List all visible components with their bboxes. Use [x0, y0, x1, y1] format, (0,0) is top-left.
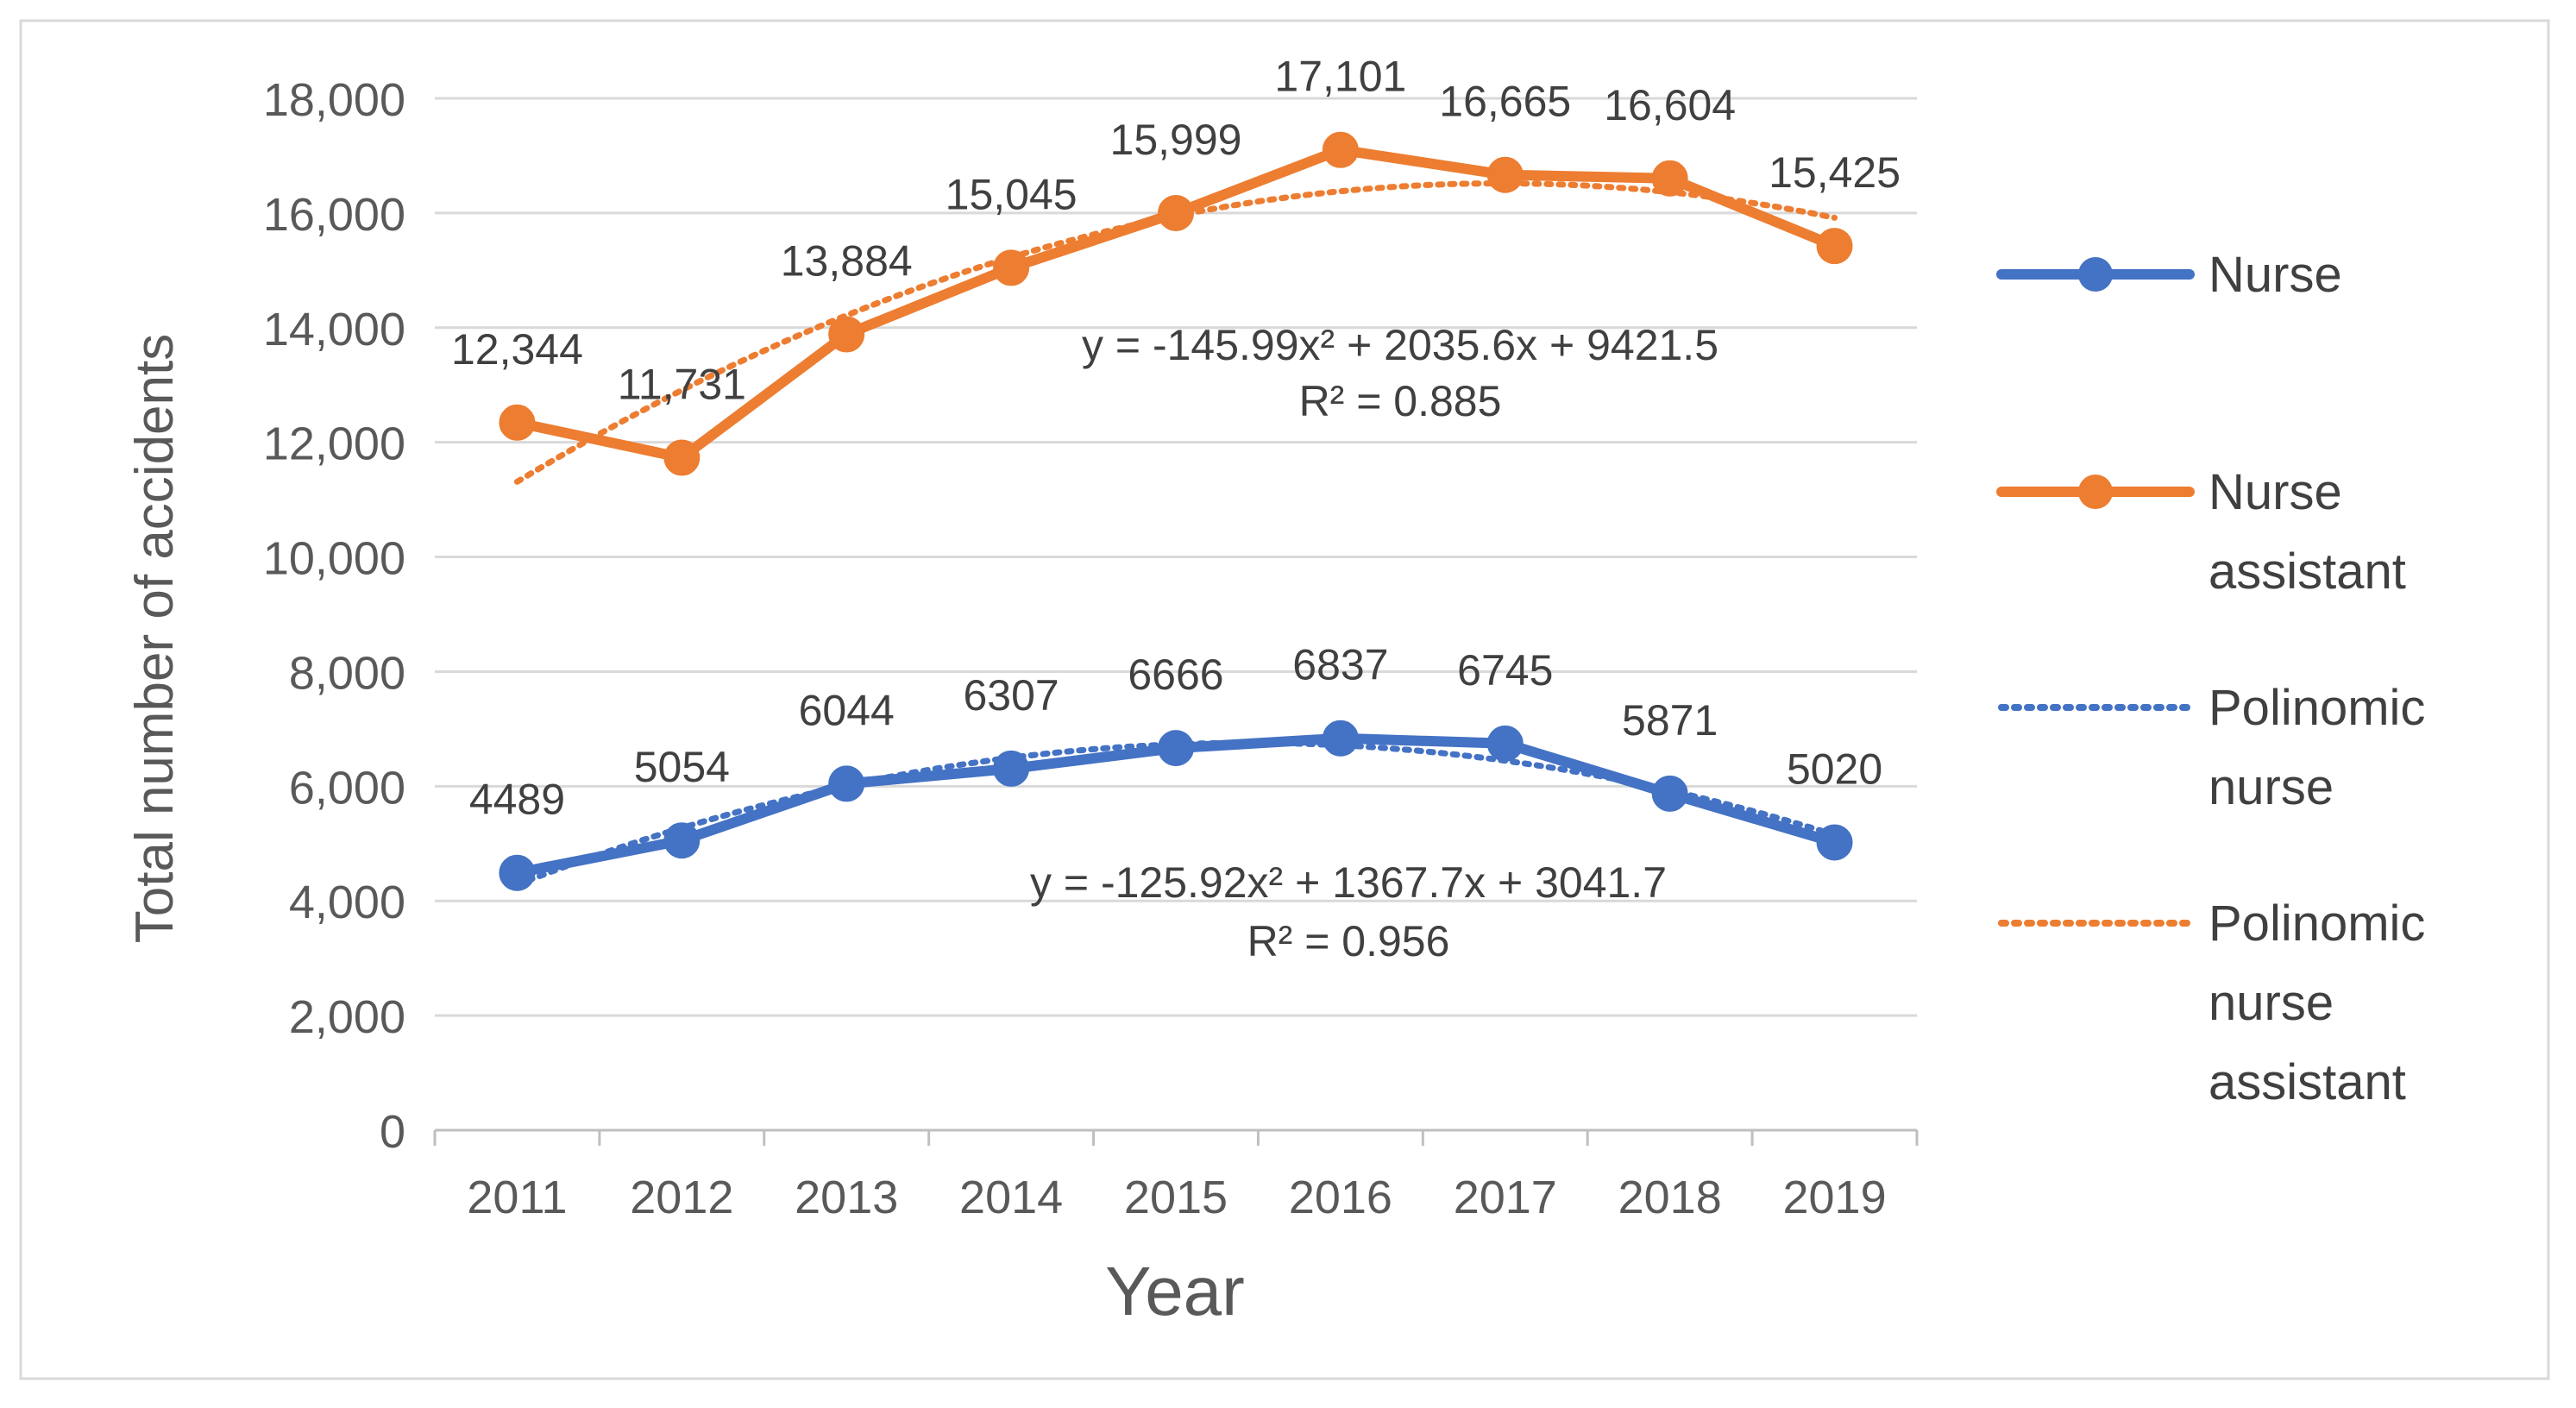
legend: Nurse Nurse assistant Polinomic nurse Polinom…	[1996, 247, 2425, 1110]
data-label-nurse: 6307	[963, 671, 1059, 720]
data-point-nurse-assistant	[1322, 131, 1359, 168]
y-tick-label: 10,000	[263, 533, 405, 585]
x-tick-label: 2017	[1454, 1172, 1557, 1223]
x-tick-label: 2018	[1618, 1172, 1722, 1223]
legend-marker-nurse	[2078, 257, 2113, 292]
data-label-nurse-assistant: 11,731	[618, 361, 746, 409]
legend-marker-nurse-assistant	[2078, 475, 2113, 509]
data-label-nurse: 5871	[1622, 696, 1718, 745]
y-axis-title: Total number of accidents	[125, 334, 185, 944]
series	[499, 131, 1853, 891]
trendline-equations: y = -125.92x² + 1367.7x + 3041.7 R² = 0.9…	[1030, 321, 1718, 965]
legend-label-nurse-assistant: assistant	[2208, 544, 2406, 600]
legend-label-polinomic-nurse: nurse	[2208, 759, 2334, 815]
data-point-nurse	[1486, 725, 1524, 762]
x-tick-label: 2011	[467, 1172, 567, 1223]
x-tick-label: 2016	[1289, 1172, 1392, 1223]
data-point-nurse	[1322, 720, 1359, 757]
y-tick-label: 16,000	[263, 189, 405, 241]
data-label-nurse: 4489	[469, 776, 565, 824]
x-axis-title: Year	[1105, 1253, 1245, 1329]
data-point-nurse	[1816, 824, 1853, 861]
y-tick-label: 2,000	[289, 991, 405, 1043]
data-label-nurse-assistant: 16,665	[1439, 78, 1571, 126]
data-point-nurse-assistant	[828, 316, 865, 353]
data-label-nurse-assistant: 15,999	[1110, 116, 1242, 164]
y-tick-label: 0	[380, 1106, 405, 1158]
trendline-r2-nurse: R² = 0.956	[1247, 917, 1450, 965]
data-label-nurse: 6044	[799, 686, 895, 734]
legend-label-polinomic-nurse-assistant: assistant	[2208, 1054, 2406, 1110]
data-point-nurse	[828, 765, 865, 802]
data-point-nurse-assistant	[1651, 160, 1688, 197]
data-point-nurse-assistant	[1158, 194, 1194, 231]
y-tick-label: 14,000	[263, 304, 405, 355]
legend-label-polinomic-nurse-assistant: nurse	[2208, 975, 2334, 1031]
y-tick-label: 12,000	[263, 418, 405, 470]
data-point-nurse	[499, 854, 536, 891]
legend-label-nurse-assistant: Nurse	[2208, 464, 2342, 520]
data-label-nurse: 6666	[1128, 651, 1223, 699]
legend-label-polinomic-nurse-assistant: Polinomic	[2208, 896, 2425, 952]
chart-border	[19, 19, 2550, 1380]
data-point-nurse	[1158, 730, 1194, 767]
data-point-nurse	[993, 750, 1030, 787]
data-point-nurse	[663, 822, 701, 859]
data-label-nurse: 6837	[1292, 641, 1388, 689]
data-point-nurse-assistant	[663, 439, 701, 476]
data-point-nurse-assistant	[993, 249, 1030, 286]
data-label-nurse: 5020	[1787, 745, 1882, 793]
y-tick-label: 8,000	[289, 647, 405, 699]
trendline-equation-nurse-assistant: y = -145.99x² + 2035.6x + 9421.5	[1082, 321, 1718, 369]
data-point-nurse	[1651, 775, 1688, 812]
data-label-nurse-assistant: 12,344	[451, 325, 583, 374]
data-label-nurse-assistant: 15,425	[1769, 148, 1901, 197]
data-labels: 4489 5054 6044 6307 6666 6837 6745 5871 5020 12,3…	[451, 53, 1901, 824]
data-label-nurse: 6745	[1457, 646, 1553, 695]
legend-label-polinomic-nurse: Polinomic	[2208, 680, 2425, 736]
data-label-nurse-assistant: 13,884	[781, 236, 913, 285]
data-label-nurse: 5054	[634, 743, 730, 791]
y-tick-label: 18,000	[263, 74, 405, 126]
y-tick-label: 6,000	[289, 762, 405, 814]
trendline-equation-nurse: y = -125.92x² + 1367.7x + 3041.7	[1030, 858, 1667, 907]
x-tick-label: 2014	[959, 1172, 1063, 1223]
data-label-nurse-assistant: 16,604	[1604, 81, 1736, 129]
trendline-r2-nurse-assistant: R² = 0.885	[1299, 377, 1502, 425]
y-tick-label: 4,000	[289, 877, 405, 928]
gridlines	[435, 97, 1917, 1017]
data-point-nurse-assistant	[1816, 228, 1853, 265]
legend-label-nurse: Nurse	[2208, 247, 2342, 303]
axes: 0 2,000 4,000 6,000 8,000 10,000 12,000 14,000 1…	[263, 74, 1919, 1223]
data-label-nurse-assistant: 15,045	[946, 170, 1078, 218]
data-point-nurse-assistant	[499, 404, 536, 441]
x-tick-label: 2013	[795, 1172, 898, 1223]
data-point-nurse-assistant	[1486, 156, 1524, 193]
x-tick-label: 2019	[1782, 1172, 1886, 1223]
data-label-nurse-assistant: 17,101	[1274, 53, 1406, 101]
x-tick-label: 2015	[1124, 1172, 1228, 1223]
x-tick-label: 2012	[630, 1172, 733, 1223]
